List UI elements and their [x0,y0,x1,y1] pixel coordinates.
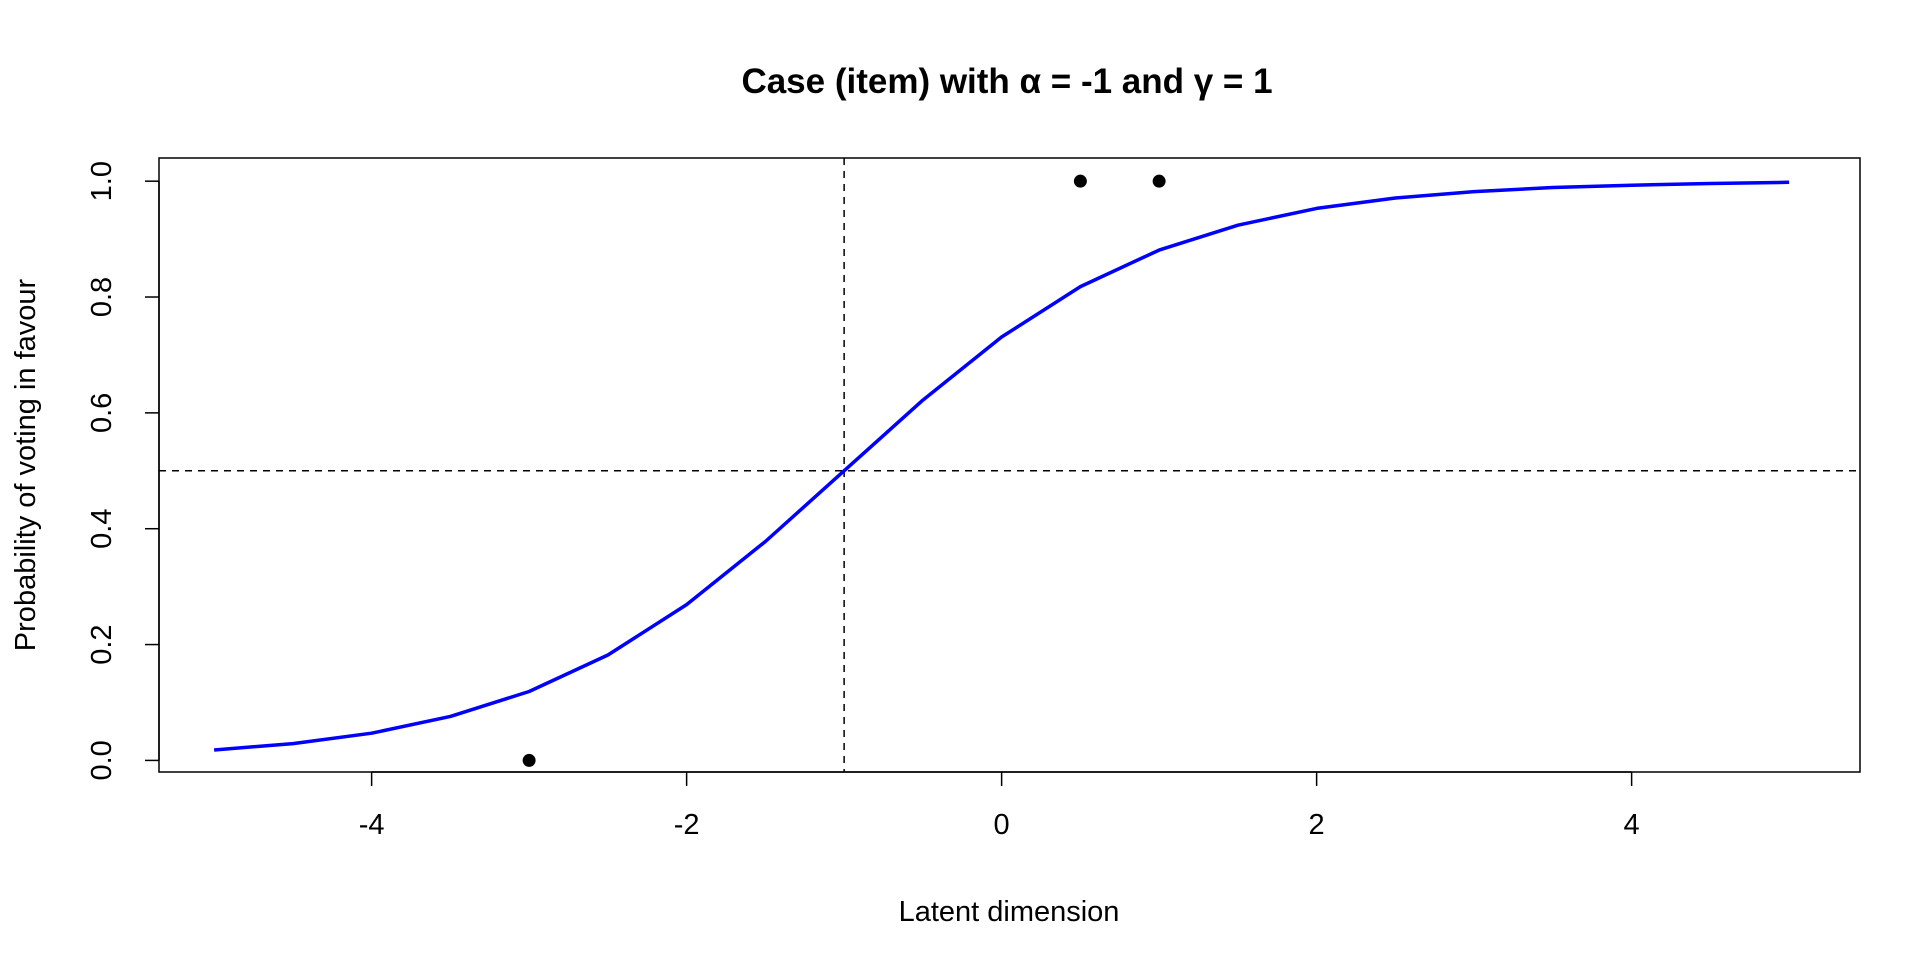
x-tick-label: 0 [994,809,1010,841]
data-point [1152,174,1166,188]
y-tick-label: 1.0 [86,161,118,201]
probability-curve [213,180,1790,752]
chart-title: Case (item) with α = -1 and γ = 1 [741,62,1272,101]
data-point [1073,174,1087,188]
y-tick-label: 0.0 [86,740,118,780]
x-tick-label: -2 [674,809,700,841]
x-axis-label: Latent dimension [899,896,1120,928]
y-axis-label: Probability of voting in favour [10,278,42,651]
y-tick-label: 0.8 [86,277,118,317]
y-tick-label: 0.2 [86,624,118,664]
y-tick-label: 0.4 [86,509,118,549]
x-tick-label: 4 [1624,809,1640,841]
y-axis: 0.0 0.2 0.4 0.6 0.8 1.0 [86,161,160,781]
data-point [522,753,536,767]
reference-lines [159,158,1860,772]
x-tick-label: -4 [359,809,385,841]
plot-frame [158,157,1861,773]
series-points [522,174,1166,767]
x-tick-label: 2 [1309,809,1325,841]
series-lines [213,180,1790,752]
y-tick-label: 0.6 [86,393,118,433]
x-axis: -4 -2 0 2 4 [359,771,1640,841]
